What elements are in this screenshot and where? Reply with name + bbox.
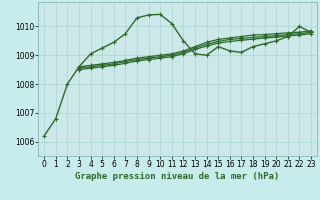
X-axis label: Graphe pression niveau de la mer (hPa): Graphe pression niveau de la mer (hPa) [76,172,280,181]
